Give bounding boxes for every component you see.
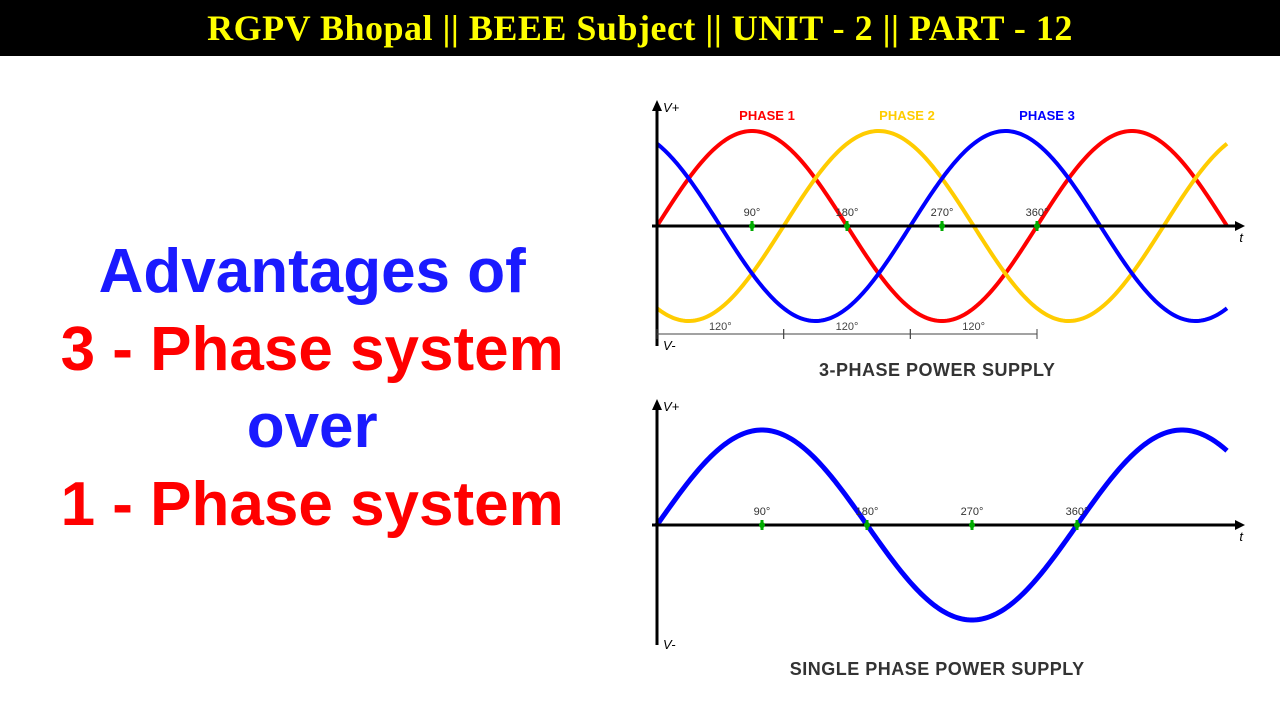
svg-text:PHASE 2: PHASE 2 <box>879 108 935 123</box>
title-panel: Advantages of 3 - Phase system over 1 - … <box>0 56 614 720</box>
svg-text:V-: V- <box>663 637 676 652</box>
svg-text:V+: V+ <box>663 399 680 414</box>
svg-text:PHASE 1: PHASE 1 <box>739 108 795 123</box>
single-phase-chart: V+V-t90°180°270°360° SINGLE PHASE POWER … <box>627 395 1247 680</box>
svg-text:180°: 180° <box>836 207 859 219</box>
title-line-4: 1 - Phase system <box>61 466 564 544</box>
svg-text:270°: 270° <box>961 506 984 518</box>
svg-text:180°: 180° <box>856 506 879 518</box>
svg-text:120°: 120° <box>709 321 732 333</box>
svg-text:PHASE 3: PHASE 3 <box>1019 108 1075 123</box>
title-line-3: over <box>247 388 378 466</box>
three-phase-svg: V+V-t90°180°270°360°PHASE 1PHASE 2PHASE … <box>627 96 1247 356</box>
single-phase-caption: SINGLE PHASE POWER SUPPLY <box>627 659 1247 680</box>
header-text: RGPV Bhopal || BEEE Subject || UNIT - 2 … <box>207 7 1073 49</box>
content-area: Advantages of 3 - Phase system over 1 - … <box>0 56 1280 720</box>
single-phase-svg: V+V-t90°180°270°360° <box>627 395 1247 655</box>
title-line-1: Advantages of <box>99 233 526 311</box>
header-bar: RGPV Bhopal || BEEE Subject || UNIT - 2 … <box>0 0 1280 56</box>
three-phase-chart: V+V-t90°180°270°360°PHASE 1PHASE 2PHASE … <box>627 96 1247 381</box>
svg-text:90°: 90° <box>754 506 771 518</box>
svg-text:360°: 360° <box>1026 207 1049 219</box>
svg-text:120°: 120° <box>836 321 859 333</box>
svg-text:90°: 90° <box>744 207 761 219</box>
svg-text:V-: V- <box>663 338 676 353</box>
svg-text:120°: 120° <box>962 321 985 333</box>
three-phase-caption: 3-PHASE POWER SUPPLY <box>627 360 1247 381</box>
svg-text:360°: 360° <box>1066 506 1089 518</box>
svg-text:270°: 270° <box>931 207 954 219</box>
svg-text:V+: V+ <box>663 100 680 115</box>
charts-panel: V+V-t90°180°270°360°PHASE 1PHASE 2PHASE … <box>614 56 1280 720</box>
title-line-2: 3 - Phase system <box>61 311 564 389</box>
